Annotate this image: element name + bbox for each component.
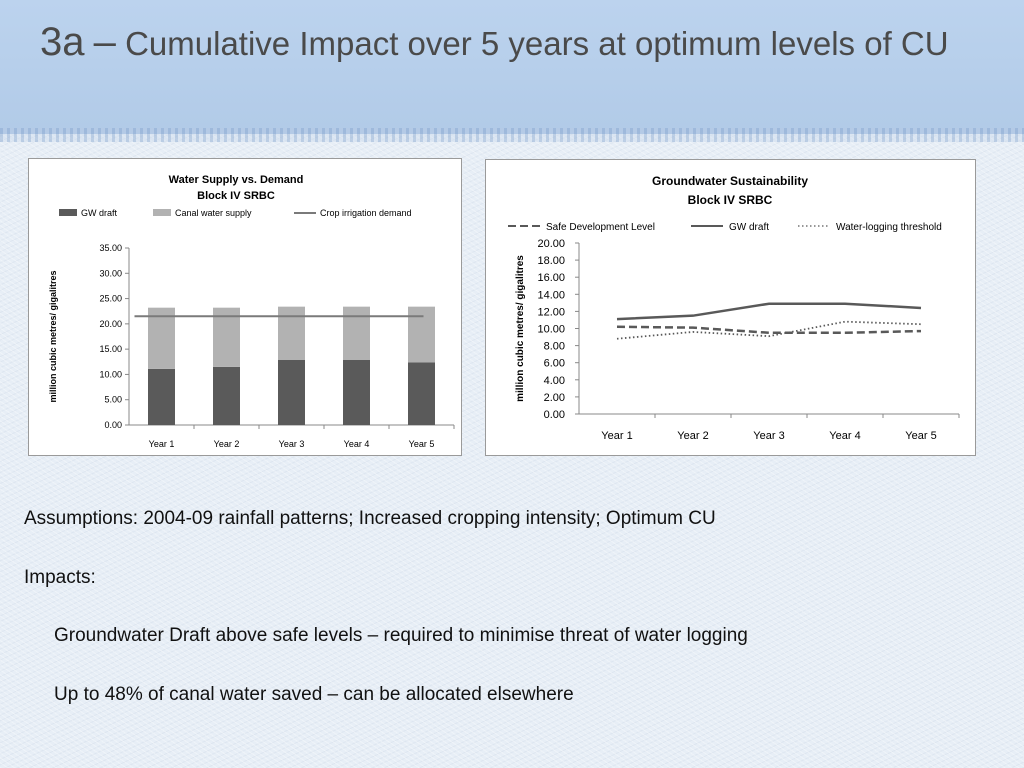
x-tick-label: Year 3	[753, 430, 784, 442]
x-tick-label: Year 5	[409, 439, 435, 449]
bar-gw-draft	[408, 362, 435, 425]
y-axis-label: million cubic metres/ gigalitres	[515, 255, 526, 402]
legend-label: GW draft	[81, 208, 118, 218]
y-tick-label: 15.00	[99, 344, 122, 354]
y-tick-label: 6.00	[544, 358, 565, 370]
legend-label: Safe Development Level	[546, 222, 655, 233]
y-tick-label: 5.00	[104, 395, 122, 405]
chart-title-line: Water Supply vs. Demand	[169, 174, 304, 186]
y-tick-label: 20.00	[537, 238, 565, 250]
bar-canal-water-supply	[278, 306, 305, 360]
chart-title-line: Groundwater Sustainability	[652, 174, 808, 188]
title-number: 3a	[40, 20, 85, 64]
y-tick-label: 0.00	[544, 409, 565, 421]
y-tick-label: 10.00	[537, 324, 565, 336]
bar-canal-water-supply	[343, 306, 370, 360]
line-water-logging-threshold	[616, 320, 922, 340]
x-tick-label: Year 4	[829, 430, 860, 442]
groundwater-sustainability-svg: Groundwater Sustainability Block IV SRBC S…	[508, 174, 960, 442]
y-tick-label: 12.00	[537, 306, 565, 318]
groundwater-sustainability-chart: Groundwater Sustainability Block IV SRBC S…	[485, 159, 976, 456]
title-dash: –	[93, 20, 116, 64]
y-tick-label: 35.00	[99, 243, 122, 253]
y-tick-label: 25.00	[99, 294, 122, 304]
y-tick-label: 0.00	[104, 420, 122, 430]
legend-label: GW draft	[729, 222, 769, 233]
water-supply-demand-chart: Water Supply vs. Demand Block IV SRBC GW d…	[28, 158, 462, 456]
bar-canal-water-supply	[408, 306, 435, 363]
y-tick-label: 18.00	[537, 255, 565, 267]
bar-gw-draft	[213, 366, 240, 425]
bar-gw-draft	[343, 359, 370, 425]
y-tick-label: 14.00	[537, 289, 565, 301]
chart-title-line: Block IV SRBC	[688, 193, 773, 207]
legend-label: Canal water supply	[175, 208, 252, 218]
title-text: Cumulative Impact over 5 years at optimu…	[125, 25, 949, 62]
slide-title: 3a – Cumulative Impact over 5 years at o…	[40, 20, 1000, 66]
legend-swatch	[153, 209, 171, 216]
chart-title-line: Block IV SRBC	[197, 190, 275, 202]
legend-label: Water-logging threshold	[836, 222, 942, 233]
y-tick-label: 8.00	[544, 341, 565, 353]
x-tick-label: Year 5	[905, 430, 936, 442]
x-tick-label: Year 2	[214, 439, 240, 449]
bar-gw-draft	[148, 368, 175, 425]
water-supply-demand-svg: Water Supply vs. Demand Block IV SRBC GW d…	[48, 174, 455, 449]
x-tick-label: Year 3	[279, 439, 305, 449]
y-tick-label: 20.00	[99, 319, 122, 329]
x-tick-label: Year 4	[344, 439, 370, 449]
bar-canal-water-supply	[213, 307, 240, 367]
impacts-label: Impacts:	[24, 567, 96, 588]
line-safe-development-level	[616, 325, 922, 335]
x-tick-label: Year 1	[149, 439, 175, 449]
impact-item-canal-water: Up to 48% of canal water saved – can be …	[54, 684, 574, 705]
y-tick-label: 10.00	[99, 369, 122, 379]
y-tick-label: 2.00	[544, 392, 565, 404]
legend-label: Crop irrigation demand	[320, 208, 412, 218]
bar-gw-draft	[278, 359, 305, 425]
impact-item-groundwater: Groundwater Draft above safe levels – re…	[54, 625, 748, 646]
x-tick-label: Year 1	[601, 430, 632, 442]
x-tick-label: Year 2	[677, 430, 708, 442]
header-band	[0, 0, 1024, 142]
line-gw-draft	[616, 302, 922, 321]
y-tick-label: 16.00	[537, 272, 565, 284]
bar-canal-water-supply	[148, 307, 175, 369]
y-tick-label: 30.00	[99, 268, 122, 278]
y-axis-label: million cubic metres/ gigalitres	[48, 270, 58, 402]
legend-swatch	[59, 209, 77, 216]
assumptions-text: Assumptions: 2004-09 rainfall patterns; …	[24, 508, 716, 529]
y-tick-label: 4.00	[544, 375, 565, 387]
